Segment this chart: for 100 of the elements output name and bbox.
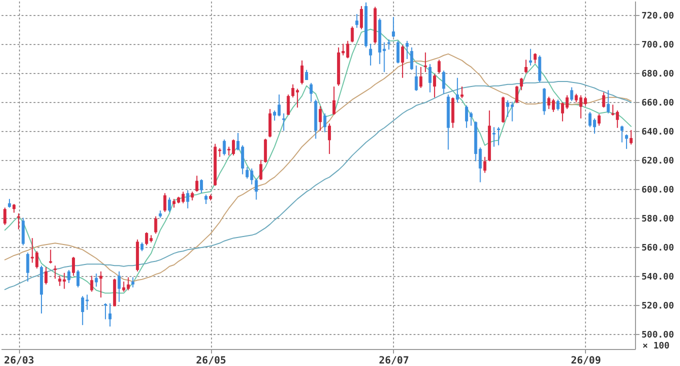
candlestick	[360, 6, 363, 30]
candlestick	[204, 194, 208, 204]
candlestick	[387, 38, 390, 50]
candlestick	[118, 270, 121, 302]
y-tick-label: 540.00	[642, 272, 674, 282]
candlestick	[282, 112, 286, 132]
candlestick	[350, 26, 354, 43]
candlestick	[58, 275, 62, 286]
candlestick	[323, 112, 326, 133]
candlestick	[17, 212, 20, 230]
candlestick	[81, 296, 84, 326]
candlestick	[76, 269, 80, 288]
candlestick	[369, 43, 372, 66]
candlestick	[126, 276, 130, 291]
candlestick	[94, 273, 98, 288]
candlestick	[286, 94, 290, 116]
x-tick-label: 26/07	[378, 356, 409, 366]
candlestick	[424, 52, 427, 73]
candlestick	[616, 110, 619, 128]
candlestick	[154, 216, 158, 234]
candlestick	[606, 90, 610, 114]
y-tick-label: 680.00	[642, 69, 674, 80]
y-tick-label: 500.00	[642, 330, 674, 340]
candlestick	[104, 302, 107, 320]
candlestick	[515, 85, 518, 104]
candlestick	[26, 252, 30, 282]
y-tick-label: 720.00	[642, 11, 674, 22]
candlestick	[35, 250, 38, 270]
y-tick-label: 600.00	[642, 185, 674, 196]
candlestick	[510, 101, 514, 122]
candlestick	[552, 98, 555, 112]
candlestick	[414, 65, 418, 92]
x-tick-label: 26/03	[4, 356, 34, 366]
candlestick	[259, 159, 262, 181]
candlestick	[483, 156, 486, 174]
x-tick-label: 26/09	[570, 356, 601, 366]
candlestick	[556, 99, 560, 111]
candlestick	[497, 126, 500, 146]
candlestick	[419, 66, 422, 88]
candlestick	[310, 82, 313, 102]
candlestick	[410, 46, 414, 70]
candlestick	[492, 126, 496, 148]
candlestick	[318, 106, 322, 132]
candlestick	[222, 138, 226, 156]
candlestick	[382, 42, 386, 73]
candlestick	[406, 40, 409, 60]
candlestick	[200, 178, 203, 194]
candlestick	[465, 104, 468, 128]
y-tick-label: 580.00	[642, 214, 674, 224]
candlestick	[90, 275, 94, 292]
candlestick	[131, 276, 134, 288]
candlestick	[529, 48, 532, 66]
candlestick	[538, 54, 542, 83]
candlestick	[108, 302, 112, 328]
candlestick	[392, 16, 395, 38]
candlestick	[401, 44, 404, 78]
candlestick	[520, 77, 523, 91]
y-tick-label: 620.00	[642, 156, 674, 166]
candlestick	[328, 123, 331, 154]
candlestick	[54, 265, 57, 280]
candlestick	[195, 175, 198, 192]
candlestick	[246, 166, 249, 180]
y-axis-title: × 100	[642, 342, 670, 352]
candlestick	[478, 146, 482, 183]
candlestick	[428, 64, 432, 93]
candlestick	[168, 196, 171, 212]
candlestick	[62, 272, 66, 290]
candlestick	[456, 77, 459, 103]
candlestick	[524, 59, 528, 74]
candlestick	[442, 70, 446, 94]
candlestick	[332, 86, 336, 116]
y-tick-label: 560.00	[642, 243, 674, 254]
candlestick	[506, 100, 510, 118]
candlestick	[296, 88, 299, 108]
candlestick	[396, 40, 400, 64]
candlestick	[542, 88, 546, 116]
candlestick	[254, 178, 258, 200]
candlestick	[186, 190, 190, 209]
candlestick	[72, 256, 75, 276]
candlestick	[300, 60, 304, 85]
candlestick	[534, 52, 537, 64]
candlestick	[232, 138, 235, 156]
candlestick	[3, 207, 6, 226]
candlestick	[625, 134, 628, 150]
candlestick	[433, 74, 436, 98]
candlestick	[620, 125, 624, 143]
candlestick	[438, 59, 441, 74]
y-tick-label: 520.00	[642, 301, 674, 312]
y-tick-label: 700.00	[642, 40, 674, 50]
candlestick	[630, 130, 633, 146]
candlestick	[22, 217, 25, 246]
candlestick	[122, 281, 126, 292]
candlestick	[598, 114, 601, 126]
candlestick	[355, 14, 358, 28]
candlestick	[570, 86, 574, 102]
x-tick-label: 26/05	[196, 356, 226, 366]
candlestick	[460, 86, 464, 99]
y-tick-label: 640.00	[642, 127, 674, 138]
candlestick	[67, 269, 70, 284]
y-tick-label: 660.00	[642, 98, 674, 108]
